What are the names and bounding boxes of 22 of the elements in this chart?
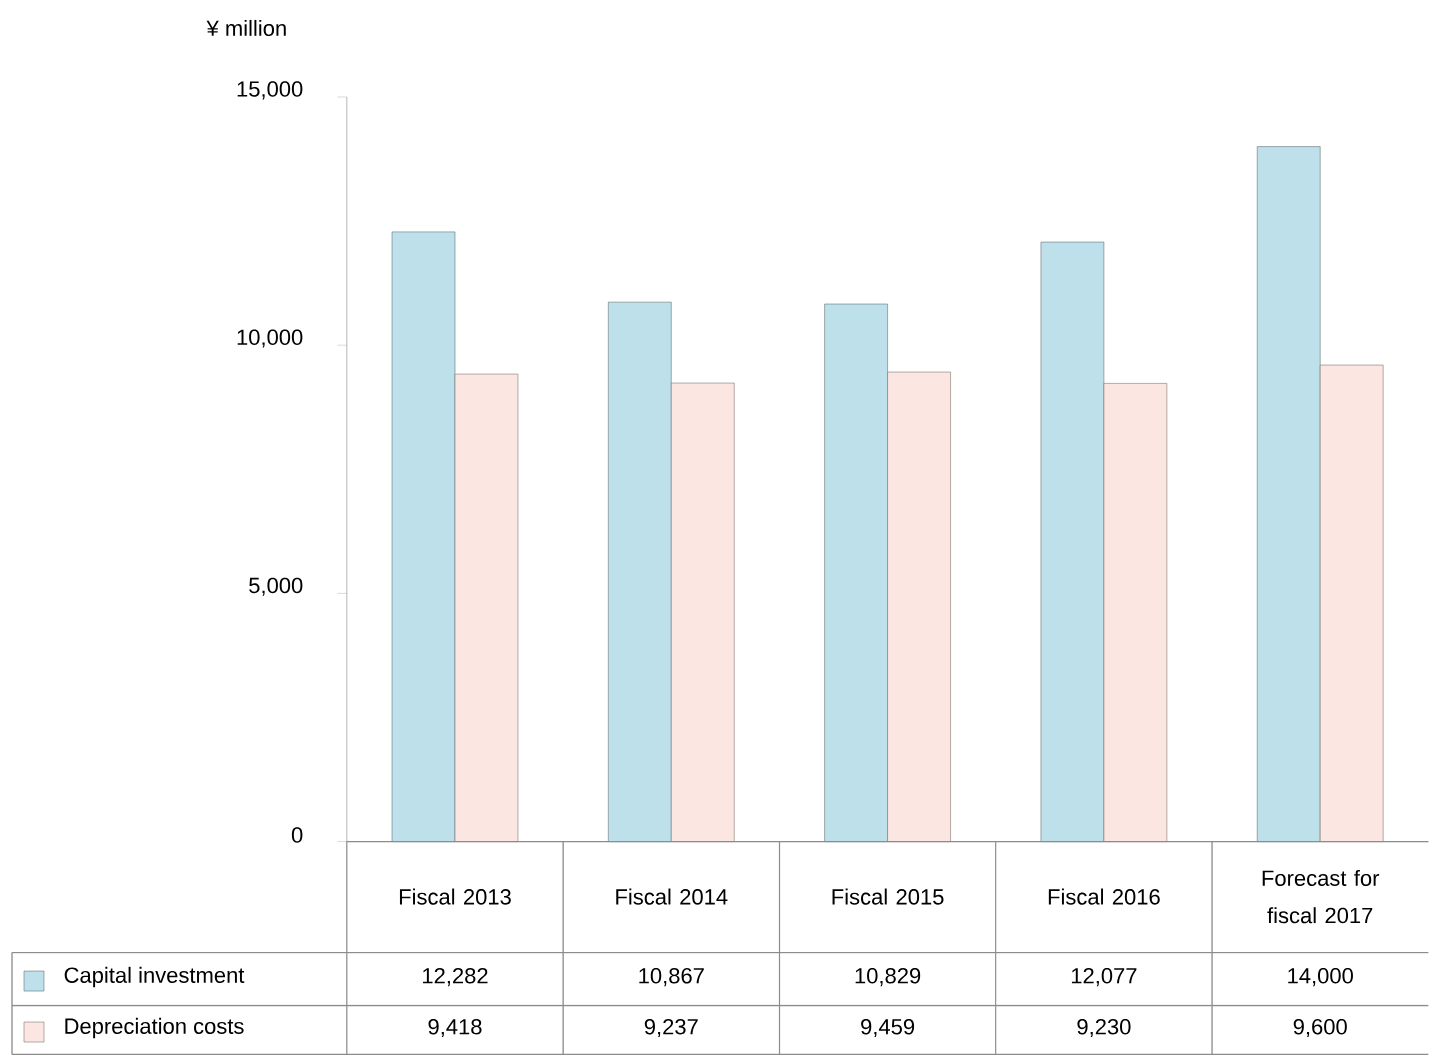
x-tick-label: Fiscal 2016 bbox=[1048, 888, 1160, 905]
x-tick-label: Fiscal 2014 bbox=[616, 888, 728, 905]
legend-label: Capital investment bbox=[64, 966, 245, 988]
data-label: 9,237 bbox=[644, 1018, 698, 1038]
legend-label: Depreciation costs bbox=[65, 1017, 244, 1039]
data-label: 9,230 bbox=[1077, 1018, 1131, 1038]
data-label: 12,077 bbox=[1071, 967, 1137, 987]
data-label: 12,282 bbox=[423, 967, 488, 987]
x-tick-label: Forecast for fiscal 2017 bbox=[1262, 869, 1380, 924]
x-tick-label: Fiscal 2013 bbox=[399, 888, 511, 905]
data-label: 9,459 bbox=[861, 1018, 915, 1038]
data-label: 10,867 bbox=[639, 967, 704, 987]
y-tick-label: 0 bbox=[291, 827, 303, 843]
y-tick-label: 5,000 bbox=[249, 577, 303, 596]
data-label: 10,829 bbox=[855, 967, 921, 987]
y-axis-title: ¥ million bbox=[206, 19, 286, 36]
data-label: 14,000 bbox=[1288, 967, 1353, 987]
y-tick-label: 15,000 bbox=[237, 81, 303, 100]
x-tick-label: Fiscal 2015 bbox=[832, 888, 944, 905]
data-label: 9,600 bbox=[1293, 1018, 1347, 1038]
y-tick-label: 10,000 bbox=[237, 329, 303, 348]
data-label: 9,418 bbox=[428, 1018, 482, 1038]
